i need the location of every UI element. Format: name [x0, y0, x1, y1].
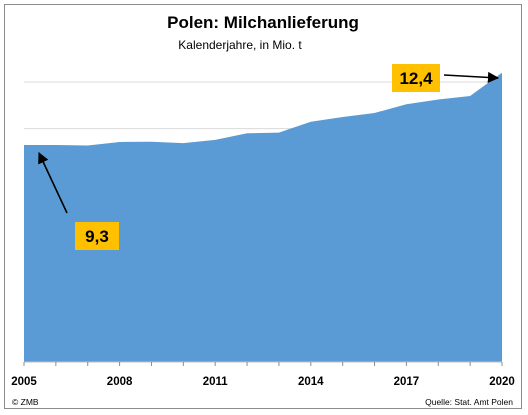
x-tick-label: 2005 [11, 376, 37, 388]
x-tick-label: 2017 [394, 376, 420, 388]
x-axis-ticks: 2005 2008 2011 2014 2017 2020 [11, 362, 515, 388]
area-series [24, 72, 502, 363]
annotations: 9,3 12,4 [38, 64, 500, 250]
area-fill [24, 72, 502, 362]
credit-text: © ZMB [12, 397, 39, 407]
callout-arrow-start [38, 151, 68, 214]
x-tick-label: 2020 [489, 376, 515, 388]
callout-label-end: 12,4 [399, 69, 433, 88]
source-text: Quelle: Stat. Amt Polen [425, 397, 513, 407]
x-tick-label: 2008 [107, 376, 133, 388]
x-tick-label: 2011 [203, 376, 229, 388]
chart-title: Polen: Milchanlieferung [167, 13, 359, 32]
callout-box-end [392, 64, 440, 92]
x-tick-label: 2014 [298, 376, 324, 388]
callout-arrow-end [443, 71, 500, 84]
chart-subtitle: Kalenderjahre, in Mio. t [178, 38, 302, 52]
callout-label-start: 9,3 [85, 227, 109, 246]
callout-box-start [75, 222, 119, 250]
